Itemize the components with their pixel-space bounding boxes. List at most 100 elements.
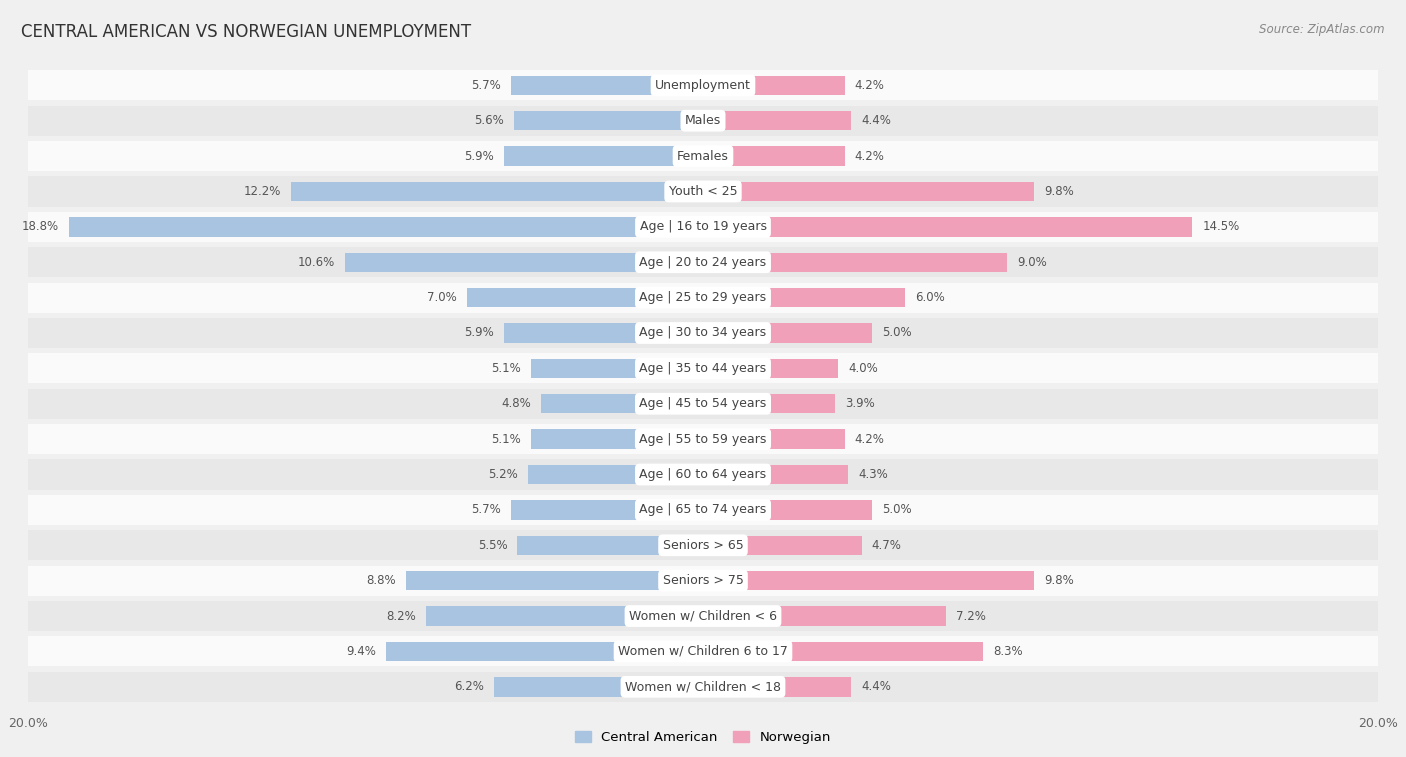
Bar (28, 354, 1378, 383)
Text: 5.2%: 5.2% (488, 468, 517, 481)
Bar (703, 429, 845, 449)
Bar (703, 253, 1007, 272)
Bar (517, 535, 703, 555)
Bar (527, 465, 703, 484)
Bar (28, 671, 1378, 702)
Text: 7.0%: 7.0% (427, 291, 457, 304)
Text: 5.7%: 5.7% (471, 79, 501, 92)
Text: 8.2%: 8.2% (387, 609, 416, 622)
Bar (703, 606, 946, 626)
Bar (503, 323, 703, 343)
Bar (28, 424, 1378, 454)
Text: 14.5%: 14.5% (1202, 220, 1240, 233)
Text: Females: Females (678, 150, 728, 163)
Text: Age | 25 to 29 years: Age | 25 to 29 years (640, 291, 766, 304)
Bar (385, 642, 703, 661)
Text: Age | 55 to 59 years: Age | 55 to 59 years (640, 433, 766, 446)
Bar (703, 359, 838, 378)
Bar (531, 429, 703, 449)
Bar (346, 253, 703, 272)
Bar (291, 182, 703, 201)
Text: 3.9%: 3.9% (845, 397, 875, 410)
Text: 4.4%: 4.4% (862, 681, 891, 693)
Text: 9.0%: 9.0% (1017, 256, 1046, 269)
Text: Unemployment: Unemployment (655, 79, 751, 92)
Text: 5.0%: 5.0% (882, 326, 911, 339)
Bar (406, 571, 703, 590)
Bar (28, 106, 1378, 136)
Text: 4.3%: 4.3% (858, 468, 889, 481)
Bar (28, 601, 1378, 631)
Text: 4.2%: 4.2% (855, 433, 884, 446)
Text: Youth < 25: Youth < 25 (669, 185, 737, 198)
Bar (28, 248, 1378, 277)
Text: 5.9%: 5.9% (464, 150, 494, 163)
Bar (703, 76, 845, 95)
Text: Seniors > 75: Seniors > 75 (662, 574, 744, 587)
Text: 4.0%: 4.0% (848, 362, 877, 375)
Bar (703, 677, 852, 696)
Bar (28, 212, 1378, 242)
Text: 5.9%: 5.9% (464, 326, 494, 339)
Text: Males: Males (685, 114, 721, 127)
Text: Age | 16 to 19 years: Age | 16 to 19 years (640, 220, 766, 233)
Text: Age | 60 to 64 years: Age | 60 to 64 years (640, 468, 766, 481)
Bar (28, 70, 1378, 101)
Bar (28, 176, 1378, 207)
Text: 5.5%: 5.5% (478, 539, 508, 552)
Bar (28, 530, 1378, 560)
Bar (703, 217, 1192, 237)
Text: 4.8%: 4.8% (501, 397, 531, 410)
Bar (703, 394, 835, 413)
Bar (703, 642, 983, 661)
Bar (467, 288, 703, 307)
Text: 4.2%: 4.2% (855, 79, 884, 92)
Text: Women w/ Children 6 to 17: Women w/ Children 6 to 17 (619, 645, 787, 658)
Bar (28, 459, 1378, 490)
Bar (703, 535, 862, 555)
Text: 9.8%: 9.8% (1043, 185, 1074, 198)
Bar (510, 500, 703, 519)
Text: 6.0%: 6.0% (915, 291, 945, 304)
Bar (515, 111, 703, 130)
Bar (28, 389, 1378, 419)
Bar (494, 677, 703, 696)
Text: Seniors > 65: Seniors > 65 (662, 539, 744, 552)
Bar (28, 318, 1378, 348)
Text: Age | 45 to 54 years: Age | 45 to 54 years (640, 397, 766, 410)
Bar (426, 606, 703, 626)
Text: CENTRAL AMERICAN VS NORWEGIAN UNEMPLOYMENT: CENTRAL AMERICAN VS NORWEGIAN UNEMPLOYME… (21, 23, 471, 41)
Legend: Central American, Norwegian: Central American, Norwegian (575, 731, 831, 744)
Text: 12.2%: 12.2% (243, 185, 281, 198)
Text: Women w/ Children < 18: Women w/ Children < 18 (626, 681, 780, 693)
Text: 18.8%: 18.8% (21, 220, 59, 233)
Text: Age | 35 to 44 years: Age | 35 to 44 years (640, 362, 766, 375)
Bar (703, 500, 872, 519)
Text: 5.1%: 5.1% (491, 362, 520, 375)
Bar (28, 565, 1378, 596)
Bar (703, 111, 852, 130)
Bar (28, 282, 1378, 313)
Bar (703, 323, 872, 343)
Text: Age | 20 to 24 years: Age | 20 to 24 years (640, 256, 766, 269)
Bar (703, 571, 1033, 590)
Text: Age | 65 to 74 years: Age | 65 to 74 years (640, 503, 766, 516)
Bar (703, 146, 845, 166)
Text: 5.1%: 5.1% (491, 433, 520, 446)
Bar (703, 465, 848, 484)
Text: Age | 30 to 34 years: Age | 30 to 34 years (640, 326, 766, 339)
Text: 5.6%: 5.6% (474, 114, 503, 127)
Text: 9.8%: 9.8% (1043, 574, 1074, 587)
Text: 4.7%: 4.7% (872, 539, 901, 552)
Bar (541, 394, 703, 413)
Text: Source: ZipAtlas.com: Source: ZipAtlas.com (1260, 23, 1385, 36)
Bar (510, 76, 703, 95)
Bar (28, 637, 1378, 666)
Bar (28, 495, 1378, 525)
Bar (703, 182, 1033, 201)
Bar (703, 288, 905, 307)
Text: 7.2%: 7.2% (956, 609, 986, 622)
Bar (503, 146, 703, 166)
Text: 6.2%: 6.2% (454, 681, 484, 693)
Text: 5.0%: 5.0% (882, 503, 911, 516)
